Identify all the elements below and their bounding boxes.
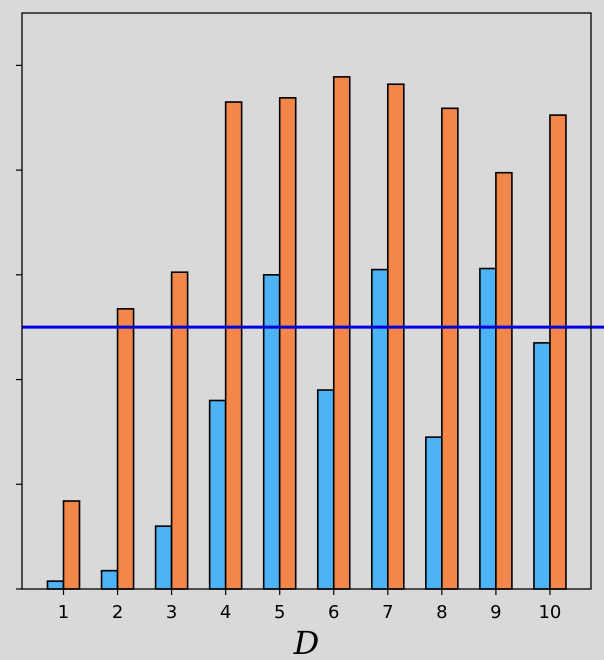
x-tick-label: 2 xyxy=(112,602,123,623)
x-tick-label: 10 xyxy=(538,602,561,623)
bars-layer xyxy=(46,76,567,590)
y-ticks xyxy=(16,64,22,590)
x-tick-label: 3 xyxy=(166,602,177,623)
bar-series2-5 xyxy=(278,97,297,590)
axes-frame xyxy=(21,12,592,590)
x-tick-label: 4 xyxy=(220,602,231,623)
bar-series2-8 xyxy=(441,107,459,590)
bar-series2-6 xyxy=(332,76,351,590)
x-ticks: 1 2 3 4 5 6 7 8 9 10 xyxy=(58,589,561,623)
x-axis-label: D xyxy=(293,624,320,660)
bar-series2-1 xyxy=(62,500,81,590)
x-tick-label: 9 xyxy=(490,602,501,623)
x-tick-label: 7 xyxy=(382,602,393,623)
x-tick-label: 6 xyxy=(328,602,339,623)
bar-series1-4 xyxy=(208,399,227,590)
bar-series1-10 xyxy=(533,342,551,590)
bar-series2-7 xyxy=(386,83,405,590)
bar-series1-8 xyxy=(425,436,443,590)
x-tick-label: 8 xyxy=(436,602,447,623)
x-tick-label: 1 xyxy=(58,602,69,623)
bar-series2-2 xyxy=(116,308,135,590)
bar-series1-7 xyxy=(370,268,389,590)
bar-series1-2 xyxy=(100,569,119,590)
bar-series2-10 xyxy=(549,114,567,590)
bar-series1-9 xyxy=(479,267,497,590)
bar-series1-6 xyxy=(316,389,335,590)
x-tick-label: 5 xyxy=(274,602,285,623)
bar-series1-3 xyxy=(154,525,173,590)
bar-series2-3 xyxy=(170,271,189,590)
bar-series2-9 xyxy=(495,171,513,590)
bar-series1-1 xyxy=(46,580,65,590)
bar-series1-5 xyxy=(262,274,281,590)
bar-series2-4 xyxy=(224,101,243,590)
